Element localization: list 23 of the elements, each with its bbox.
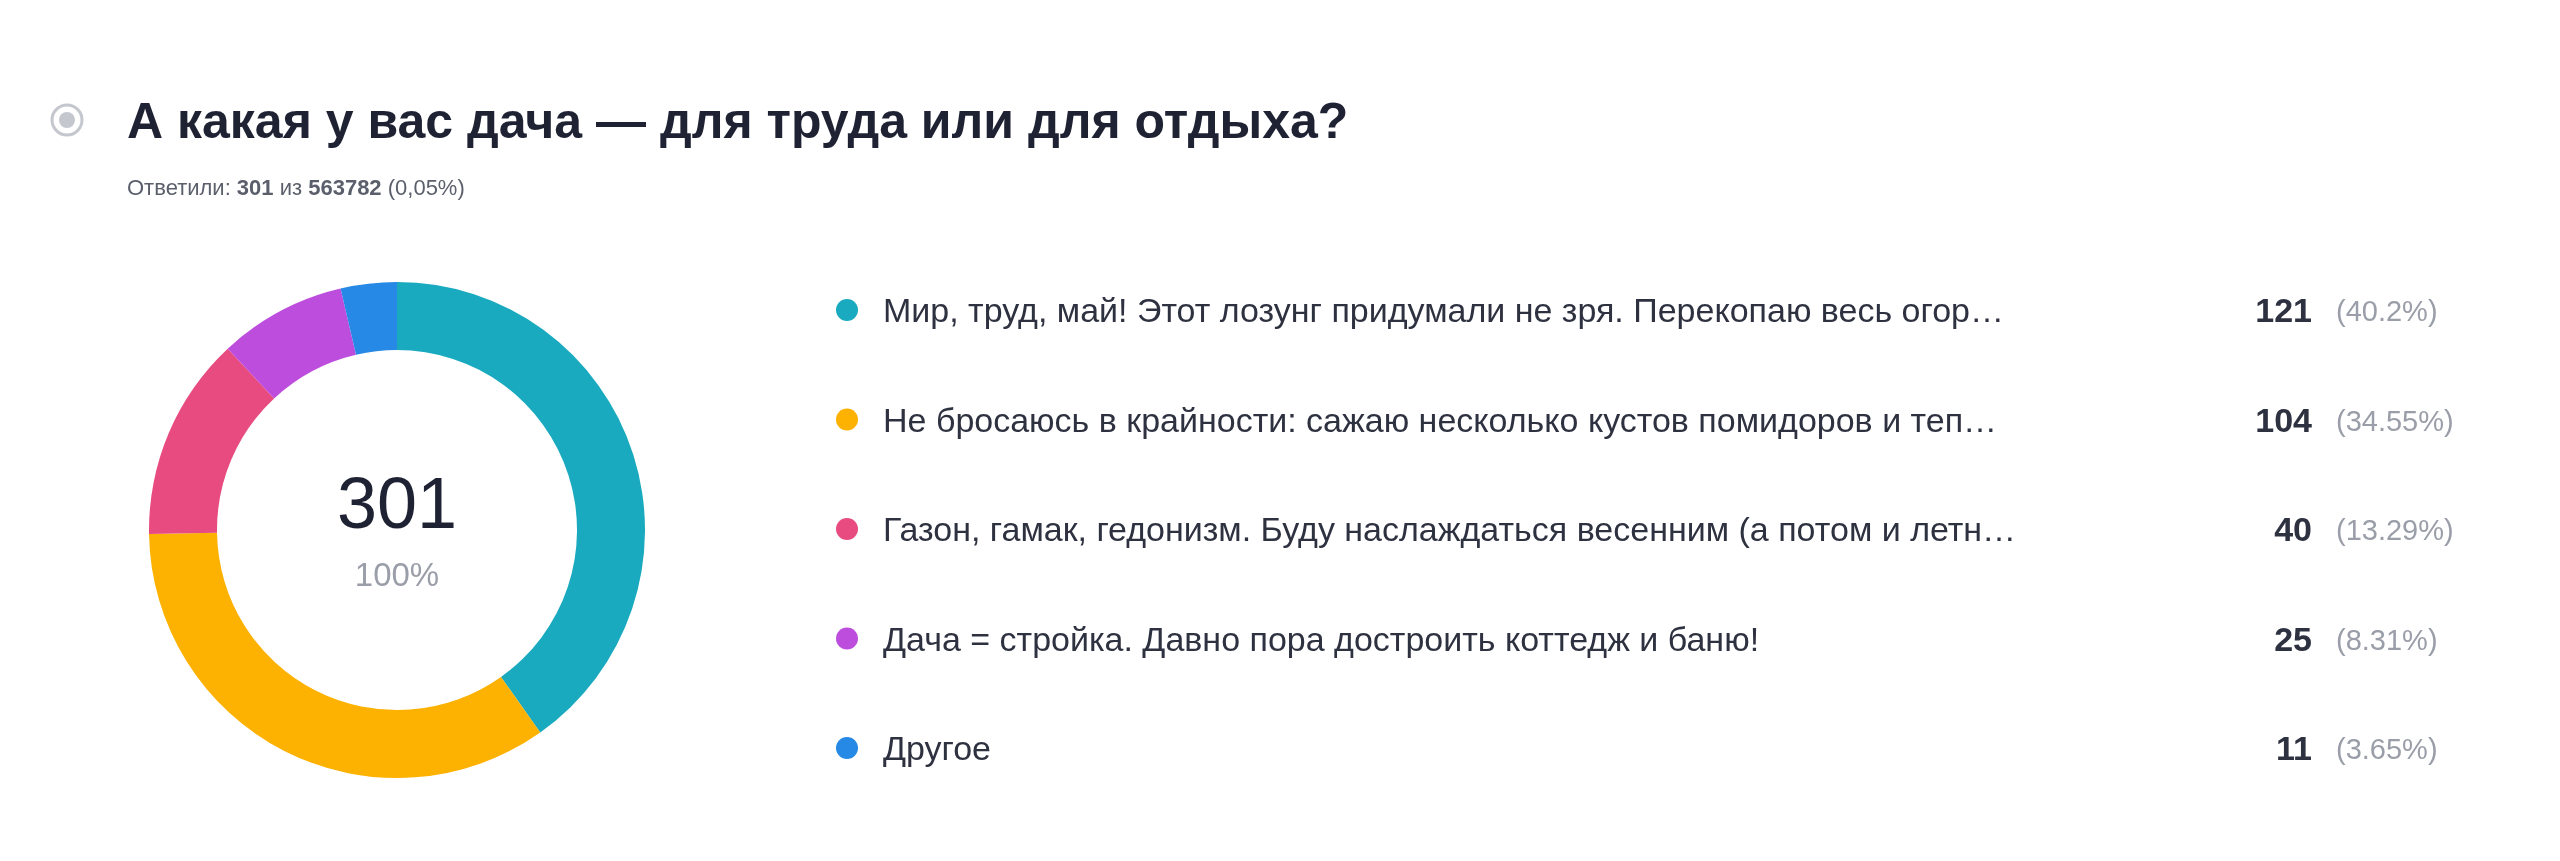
legend-label: Не бросаюсь в крайности: сажаю несколько кустов помидоров и теп… <box>883 400 1998 439</box>
legend-label: Дача = стройка. Давно пора достроить коттедж и баню! <box>883 619 1760 658</box>
text: (40.2%) <box>2336 295 2438 327</box>
data-label: 11 <box>2276 729 2312 767</box>
donut-slice <box>149 348 275 534</box>
text: (8.31%) <box>2336 623 2438 656</box>
text: 301 <box>336 463 458 543</box>
text: (34.55%) <box>2336 404 2454 437</box>
data-label: 121 <box>2255 291 2312 329</box>
legend-label: Мир, труд, май! Этот лозунг придумали не зря. Перекопаю весь огор… <box>883 291 2004 329</box>
donut-slice <box>340 282 397 355</box>
chart-subtitle: Ответили: 301 из 563782 (0,05%) <box>127 175 465 200</box>
donut-slice <box>149 532 541 778</box>
text: 100% <box>354 556 440 593</box>
text: (3.65%) <box>2336 733 2438 765</box>
text: (13.29%) <box>2336 514 2454 546</box>
data-label: 25 <box>2274 619 2312 658</box>
chart-title: А какая у вас дача — для труда или для отдыха? <box>127 93 1349 149</box>
legend-label: Другое <box>883 729 992 767</box>
legend-label: Газон, гамак, гедонизм. Буду наслаждаться весенним (а потом и летн… <box>883 510 2017 548</box>
donut-slice <box>227 288 357 399</box>
data-label: 104 <box>2255 400 2313 439</box>
data-label: 40 <box>2274 510 2312 548</box>
